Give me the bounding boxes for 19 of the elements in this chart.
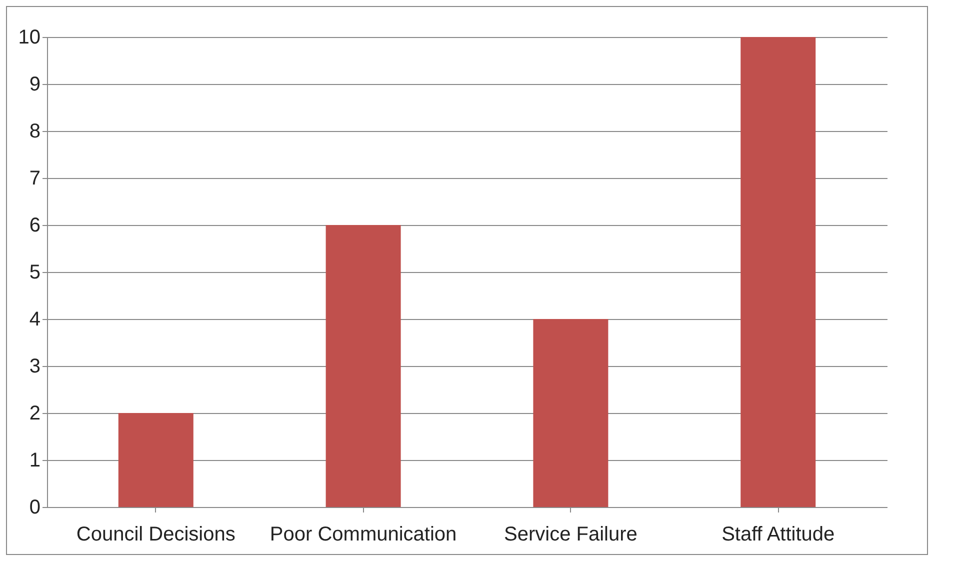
y-tick-label: 7 <box>29 168 40 190</box>
x-tick-label: Staff Attitude <box>722 524 835 546</box>
x-tick-label: Service Failure <box>504 524 638 546</box>
y-tick-label: 8 <box>29 120 40 142</box>
y-tick-label: 6 <box>29 214 40 236</box>
bar <box>533 319 608 507</box>
y-tick-label: 10 <box>18 26 40 48</box>
bar <box>740 37 816 507</box>
y-tick-label: 4 <box>29 308 40 330</box>
y-tick-label: 0 <box>29 496 40 518</box>
bar <box>118 413 194 507</box>
x-tick-label: Council Decisions <box>76 524 236 546</box>
bar <box>326 225 401 507</box>
y-tick-label: 1 <box>29 450 40 472</box>
y-tick-label: 9 <box>29 74 40 96</box>
y-tick-label: 5 <box>29 262 40 284</box>
y-tick-label: 2 <box>29 402 40 424</box>
y-tick-label: 3 <box>29 356 40 378</box>
x-tick-label: Poor Communication <box>270 524 457 546</box>
